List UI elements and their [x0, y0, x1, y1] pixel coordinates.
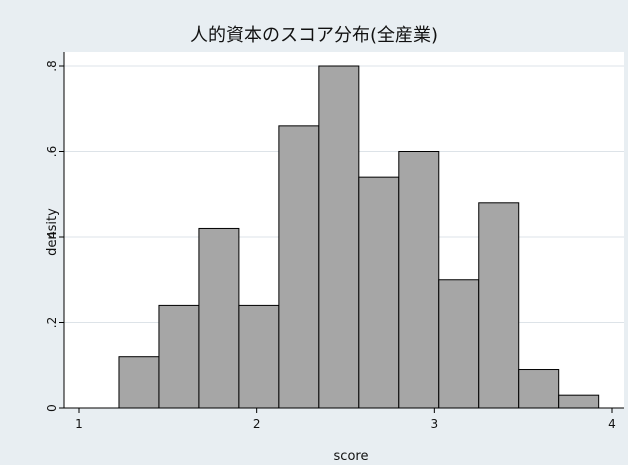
y-tick-label: .8	[45, 60, 59, 71]
histogram-bar	[118, 356, 160, 409]
bars	[118, 65, 600, 409]
y-tick-label: .6	[45, 146, 59, 157]
histogram-bar	[198, 227, 240, 409]
histogram-bar	[398, 151, 440, 409]
x-axis-title: score	[334, 449, 369, 464]
x-tick-label: 3	[431, 417, 439, 431]
histogram-bar	[478, 202, 520, 409]
y-tick-label: .2	[45, 317, 59, 328]
histogram-bar	[438, 279, 480, 409]
histogram-bar	[278, 125, 320, 409]
y-axis-title: density	[45, 208, 60, 256]
axes: 0 .2 .4 .6 .8 1 2 3 4	[45, 52, 624, 431]
x-tick-label: 2	[253, 417, 261, 431]
y-tick-label: 0	[45, 404, 59, 412]
histogram-bar	[318, 65, 360, 409]
x-tick-label: 1	[75, 417, 83, 431]
y-tick-label: .4	[45, 231, 59, 242]
histogram-bar	[518, 369, 560, 409]
histogram-bar	[358, 176, 400, 409]
chart-title: 人的資本のスコア分布(全産業)	[190, 25, 438, 46]
histogram-bar	[558, 394, 600, 409]
histogram-bar	[238, 304, 280, 409]
histogram-bar	[158, 304, 200, 409]
x-tick-label: 4	[608, 417, 616, 431]
